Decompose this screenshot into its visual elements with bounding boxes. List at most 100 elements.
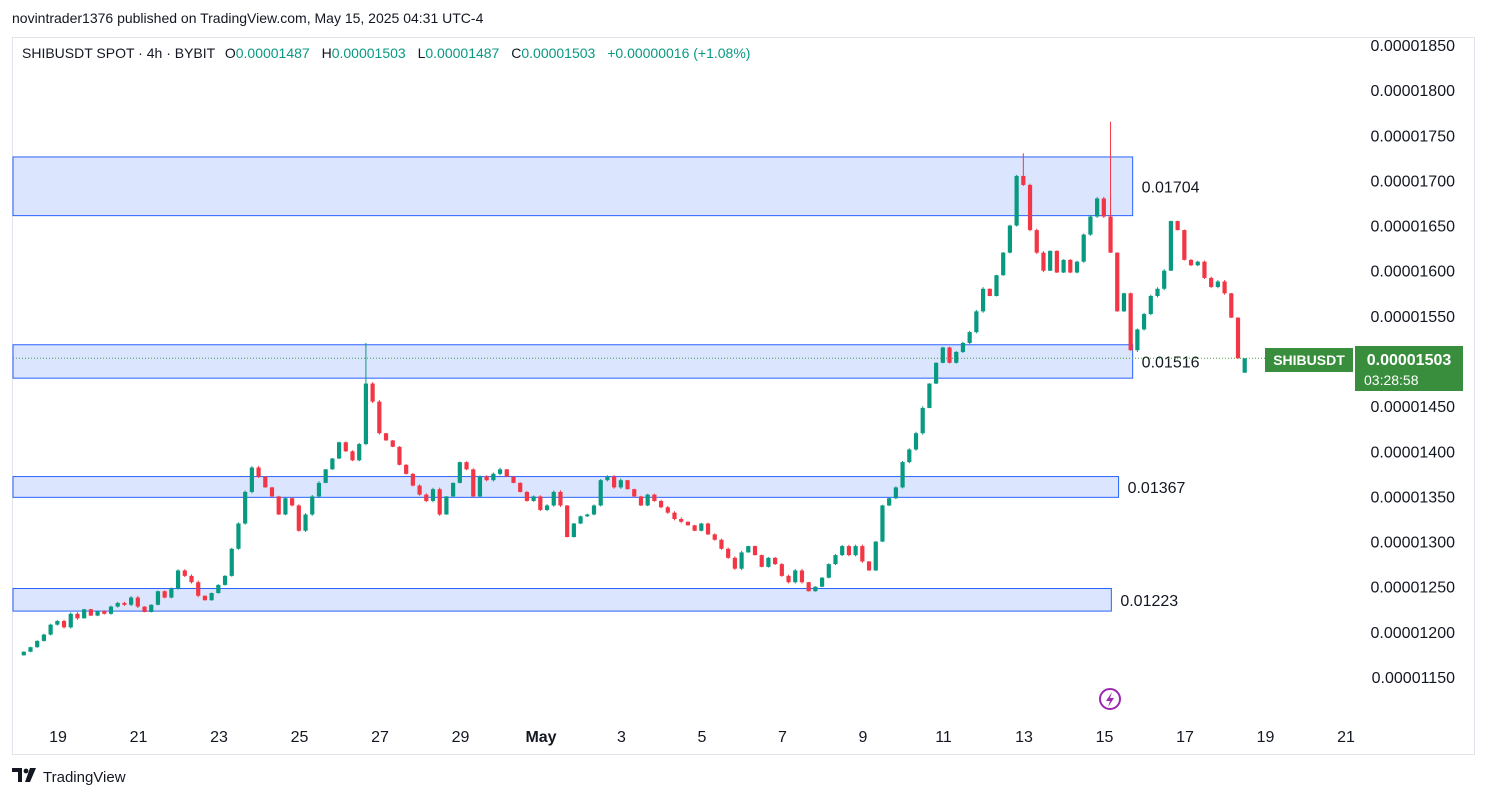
candle-body[interactable]	[283, 498, 288, 515]
zone-2[interactable]	[12, 344, 1134, 379]
candle-body[interactable]	[793, 570, 798, 583]
candle-body[interactable]	[726, 548, 731, 558]
candle-body[interactable]	[1014, 175, 1019, 226]
candle-body[interactable]	[1235, 317, 1241, 359]
candle-body[interactable]	[417, 485, 422, 495]
candle-body[interactable]	[967, 332, 972, 343]
candle-body[interactable]	[175, 570, 181, 589]
candle-body[interactable]	[236, 523, 241, 549]
candle-body[interactable]	[102, 611, 107, 614]
candle-body[interactable]	[840, 546, 845, 556]
candle-body[interactable]	[323, 469, 328, 483]
candle-body[interactable]	[994, 275, 999, 296]
candle-body[interactable]	[1155, 288, 1160, 296]
candle-body[interactable]	[1101, 198, 1106, 217]
candle-body[interactable]	[1195, 261, 1200, 266]
candle-body[interactable]	[544, 505, 550, 510]
candle-body[interactable]	[122, 602, 127, 605]
candle-body[interactable]	[1121, 293, 1127, 312]
tradingview-logo[interactable]: TradingView	[12, 768, 126, 786]
candle-body[interactable]	[773, 557, 778, 565]
candle-body[interactable]	[1229, 293, 1234, 318]
candle-body[interactable]	[712, 534, 717, 540]
candle-body[interactable]	[759, 555, 764, 567]
candle-body[interactable]	[732, 557, 737, 569]
candle-body[interactable]	[658, 500, 664, 508]
candle-body[interactable]	[155, 591, 161, 605]
candle-body[interactable]	[598, 480, 603, 506]
candle-body[interactable]	[605, 476, 610, 481]
candle-body[interactable]	[189, 575, 194, 583]
candle-body[interactable]	[82, 609, 87, 619]
candle-body[interactable]	[350, 451, 355, 461]
candle-body[interactable]	[343, 442, 348, 452]
candle-body[interactable]	[1034, 230, 1039, 253]
candle-body[interactable]	[61, 621, 67, 628]
candle-body[interactable]	[558, 491, 563, 506]
candle-body[interactable]	[907, 449, 912, 463]
candle-body[interactable]	[1095, 198, 1100, 217]
candle-body[interactable]	[1202, 261, 1207, 278]
candle-body[interactable]	[799, 570, 805, 583]
candle-body[interactable]	[846, 546, 852, 556]
candle-body[interactable]	[1162, 270, 1167, 289]
chart-frame[interactable]	[12, 37, 1475, 755]
candle-body[interactable]	[665, 507, 670, 513]
candle-body[interactable]	[645, 494, 650, 506]
candle-body[interactable]	[987, 288, 992, 296]
candle-body[interactable]	[779, 564, 784, 576]
candle-body[interactable]	[196, 582, 201, 596]
candle-body[interactable]	[786, 575, 791, 583]
candle-body[interactable]	[531, 496, 536, 501]
zone-4[interactable]	[12, 588, 1112, 612]
candle-body[interactable]	[887, 498, 892, 506]
candle-body[interactable]	[524, 491, 530, 501]
candle-body[interactable]	[980, 288, 986, 312]
candle-body[interactable]	[397, 446, 402, 465]
candle-body[interactable]	[1088, 216, 1093, 235]
candle-body[interactable]	[1135, 329, 1140, 351]
candle-body[interactable]	[41, 634, 47, 641]
candle-body[interactable]	[1061, 259, 1066, 273]
candle-body-last[interactable]	[1242, 358, 1247, 373]
candle-body[interactable]	[477, 476, 483, 497]
candle-body[interactable]	[1081, 234, 1086, 262]
candle-body[interactable]	[363, 383, 369, 445]
lightning-icon[interactable]	[1099, 688, 1121, 710]
candle-body[interactable]	[303, 514, 308, 531]
candle-body[interactable]	[638, 496, 644, 506]
candle-body[interactable]	[1048, 250, 1053, 271]
candle-body[interactable]	[1041, 252, 1046, 271]
candle-body[interactable]	[142, 606, 147, 612]
candle-body[interactable]	[497, 469, 503, 474]
candle-body[interactable]	[357, 444, 362, 461]
candle-body[interactable]	[1021, 175, 1026, 185]
candle-body[interactable]	[551, 491, 556, 506]
zone-1[interactable]	[12, 156, 1134, 217]
candle-body[interactable]	[269, 487, 275, 497]
candle-body[interactable]	[752, 546, 758, 556]
candle-body[interactable]	[518, 482, 523, 492]
candle-body[interactable]	[612, 476, 617, 488]
candle-body[interactable]	[940, 347, 945, 363]
candle-body[interactable]	[108, 606, 114, 614]
candle-body[interactable]	[893, 487, 898, 499]
candle-body[interactable]	[1001, 252, 1006, 276]
candle-body[interactable]	[68, 613, 73, 628]
candle-body[interactable]	[746, 546, 751, 553]
candle-body[interactable]	[276, 496, 281, 515]
candle-body[interactable]	[451, 482, 456, 497]
candle-body[interactable]	[370, 383, 375, 402]
candle-body[interactable]	[766, 557, 771, 567]
candle-body[interactable]	[229, 548, 234, 576]
candle-body[interactable]	[833, 555, 838, 565]
candle-body[interactable]	[290, 498, 295, 506]
candle-body[interactable]	[511, 476, 516, 483]
candle-body[interactable]	[826, 564, 831, 578]
candle-body[interactable]	[880, 505, 885, 542]
candle-body[interactable]	[310, 496, 315, 515]
candle-body[interactable]	[719, 539, 724, 549]
candle-body[interactable]	[256, 467, 261, 477]
candle-body[interactable]	[410, 473, 415, 486]
candle-body[interactable]	[618, 480, 623, 488]
